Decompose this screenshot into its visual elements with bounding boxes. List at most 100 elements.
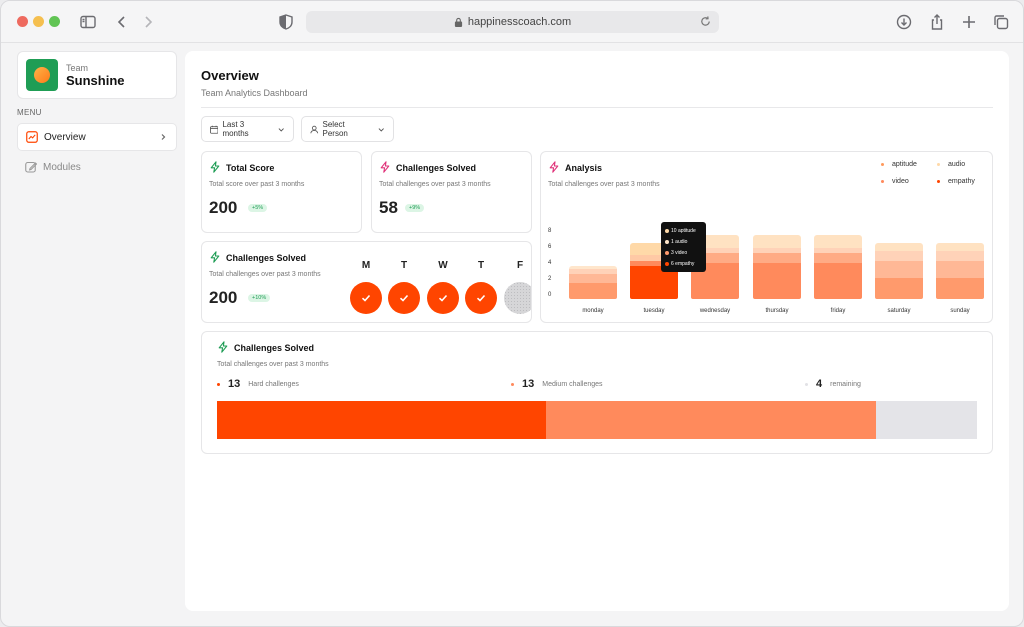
team-label: Team [66, 62, 89, 73]
new-tab-icon[interactable] [960, 13, 978, 31]
chevron-down-icon [278, 127, 284, 132]
challenge-breakdown-card: Challenges Solved Total challenges over … [201, 331, 993, 454]
day-done-check [388, 282, 420, 314]
lightning-icon [210, 161, 220, 173]
day-done-check [427, 282, 459, 314]
stat-dot [511, 382, 514, 386]
bar-segment-video-thursday[interactable] [752, 253, 801, 263]
shield-icon[interactable] [277, 13, 295, 31]
sidebar-toggle-icon[interactable] [79, 13, 97, 31]
tooltip-row: 1 audio [665, 236, 702, 247]
page-subtitle: Team Analytics Dashboard [201, 88, 308, 98]
chevron-right-icon [161, 134, 166, 140]
sidebar-item-label: Overview [44, 131, 86, 143]
legend-dot [881, 163, 884, 166]
growth-badge: +10% [248, 294, 271, 302]
legend-aptitude[interactable]: aptitude [881, 161, 917, 168]
zoom-window-button[interactable] [49, 16, 60, 27]
person-dropdown[interactable]: Select Person [301, 116, 394, 142]
bar-segment-aptitude-friday[interactable] [813, 235, 862, 249]
stat-label: remaining [830, 380, 861, 388]
sun-icon [34, 67, 50, 83]
bar-segment-aptitude-tuesday[interactable] [630, 243, 679, 255]
bar-segment-video-monday[interactable] [569, 274, 617, 283]
x-label: saturday [887, 308, 911, 314]
page-title: Overview [201, 68, 259, 83]
forward-icon[interactable] [139, 13, 157, 31]
team-logo [26, 59, 58, 91]
bar-segment-video-tuesday[interactable] [630, 261, 679, 267]
hard-challenges-stat: 13 Hard challenges [217, 378, 299, 390]
legend-empathy[interactable]: empathy [937, 178, 975, 185]
bar-segment-aptitude-thursday[interactable] [752, 235, 801, 249]
card-title: Total Score [226, 163, 275, 173]
growth-badge: +5% [248, 204, 268, 212]
legend-audio[interactable]: audio [937, 161, 965, 168]
bar-segment-audio-thursday[interactable] [752, 248, 801, 254]
sidebar-item-overview[interactable]: Overview [17, 123, 177, 151]
streak-card: Challenges Solved Total challenges over … [201, 241, 532, 323]
bar-segment-video-wednesday[interactable] [691, 253, 740, 263]
bar-segment-video-friday[interactable] [813, 253, 862, 263]
y-tick: 0 [548, 292, 552, 298]
sidebar-item-label: Modules [43, 161, 81, 173]
bar-segment-audio-wednesday[interactable] [691, 248, 740, 254]
bar-segment-empathy-friday[interactable] [813, 262, 862, 299]
x-label: wednesday [699, 308, 731, 314]
day-done-check [350, 282, 382, 314]
tabs-overview-icon[interactable] [992, 13, 1010, 31]
progress-segment-0 [217, 401, 547, 439]
card-title: Analysis [565, 163, 603, 173]
minimize-window-button[interactable] [33, 16, 44, 27]
reload-icon[interactable] [699, 15, 712, 28]
growth-badge: +9% [405, 204, 425, 212]
lightning-icon [210, 251, 220, 263]
bar-segment-audio-friday[interactable] [813, 248, 862, 254]
bar-segment-empathy-thursday[interactable] [752, 262, 801, 299]
team-card[interactable]: Team Sunshine [17, 51, 177, 99]
bar-segment-audio-saturday[interactable] [875, 251, 923, 262]
y-tick: 2 [548, 276, 552, 282]
chart-tooltip: 10 aptitude 1 audio 3 video 6 empathy [661, 222, 706, 272]
bar-segment-audio-monday[interactable] [569, 269, 617, 275]
close-window-button[interactable] [17, 16, 28, 27]
bar-segment-empathy-monday[interactable] [569, 282, 617, 299]
tooltip-dot [665, 239, 669, 244]
y-tick: 4 [548, 260, 552, 266]
trend-chart-icon [26, 131, 38, 143]
legend-dot [881, 180, 884, 183]
tooltip-dot [665, 228, 669, 233]
streak-value: 200 [209, 288, 238, 307]
bar-segment-empathy-saturday[interactable] [875, 277, 923, 299]
user-icon [310, 125, 319, 133]
progress-segment-2 [875, 401, 977, 439]
bar-segment-aptitude-sunday[interactable] [936, 243, 985, 252]
card-subtitle: Total challenges over past 3 months [217, 361, 329, 368]
bar-segment-empathy-sunday[interactable] [936, 277, 985, 299]
card-subtitle: Total challenges over past 3 months [379, 181, 491, 188]
day-pending [504, 282, 531, 314]
bar-segment-video-saturday[interactable] [875, 261, 923, 278]
team-name: Sunshine [66, 72, 125, 88]
address-bar[interactable]: happinesscoach.com [306, 11, 719, 33]
bar-segment-aptitude-saturday[interactable] [875, 243, 923, 252]
bar-segment-audio-tuesday[interactable] [630, 254, 679, 262]
bar-segment-audio-sunday[interactable] [936, 251, 985, 262]
bar-segment-aptitude-monday[interactable] [569, 266, 617, 270]
back-icon[interactable] [113, 13, 131, 31]
tooltip-text: 6 empathy [671, 260, 695, 267]
tooltip-row: 3 video [665, 247, 702, 258]
y-tick: 8 [548, 228, 552, 234]
y-tick: 6 [548, 244, 552, 250]
share-icon[interactable] [928, 13, 946, 31]
day-letter: W [438, 260, 448, 271]
bar-segment-video-sunday[interactable] [936, 261, 985, 278]
date-range-dropdown[interactable]: Last 3 months [201, 116, 294, 142]
legend-video[interactable]: video [881, 178, 909, 185]
tooltip-row: 6 empathy [665, 258, 702, 269]
sidebar-item-modules[interactable]: Modules [17, 153, 177, 181]
tooltip-row: 10 aptitude [665, 225, 702, 236]
day-letter: F [516, 260, 524, 271]
download-icon[interactable] [895, 13, 913, 31]
